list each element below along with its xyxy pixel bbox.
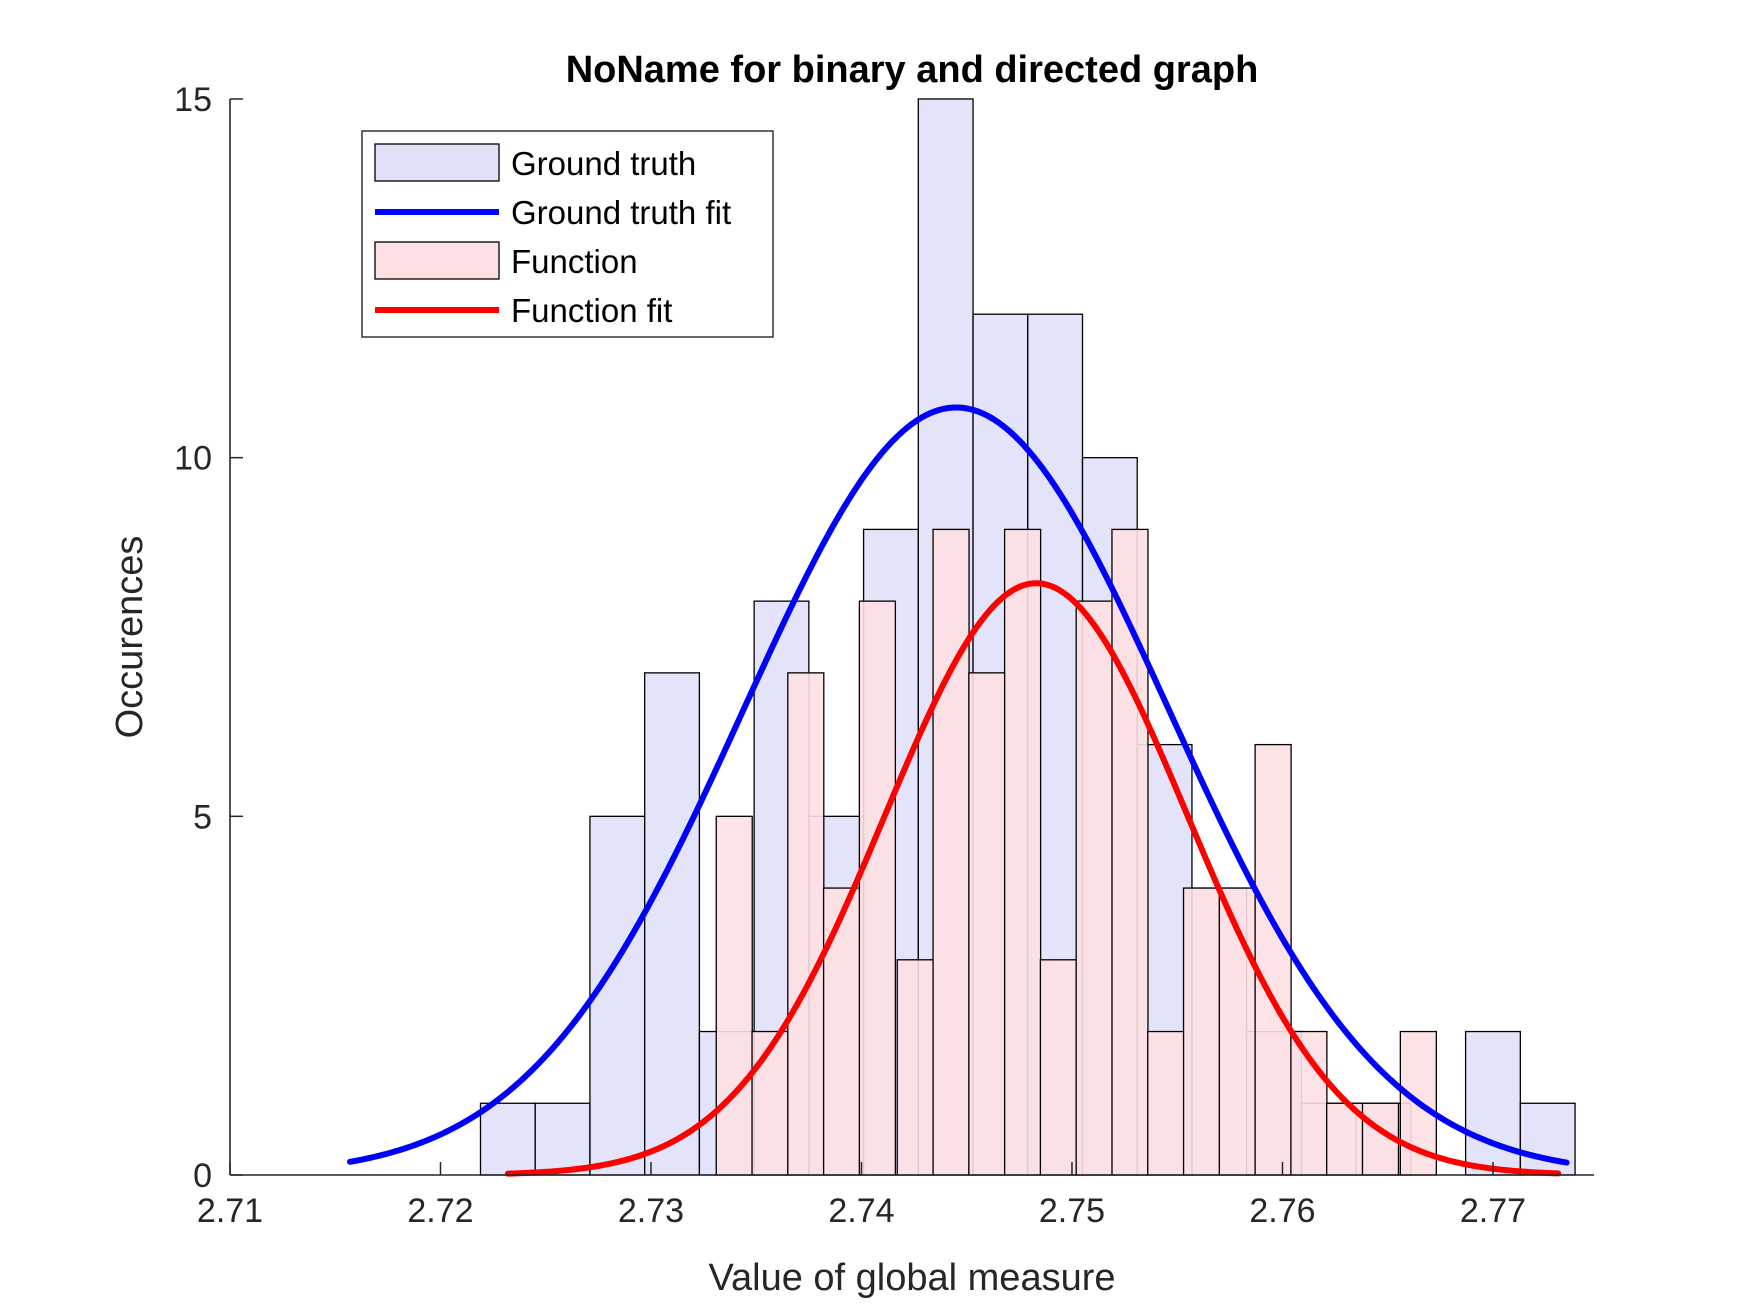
x-axis-label: Value of global measure (709, 1257, 1116, 1299)
function-bar-12 (1111, 528, 1149, 1176)
function-fit-line (504, 580, 1562, 1177)
ground-truth-bar-2 (534, 1102, 591, 1176)
x-tick-label: 2.74 (828, 1192, 894, 1230)
function-bar-13 (1147, 1030, 1185, 1176)
fit-curves (346, 404, 1570, 1177)
function-bar-14 (1182, 887, 1221, 1176)
function-bar-5 (858, 600, 897, 1176)
legend-swatch-function (374, 241, 500, 280)
function-histogram (715, 528, 1437, 1176)
axes: 2.71 2.72 2.73 2.74 2.75 2.76 2.77 0 5 10 15 (174, 81, 1594, 1230)
function-bar-10 (1039, 959, 1078, 1176)
ground-truth-bar-1 (479, 1102, 536, 1176)
function-bar-9 (1003, 528, 1042, 1176)
ground-truth-bar-4 (644, 672, 701, 1176)
legend-label-function: Function (511, 243, 638, 280)
x-tick-label: 2.75 (1039, 1192, 1105, 1230)
function-bar-16 (1254, 743, 1292, 1176)
x-tick-label: 2.72 (407, 1192, 473, 1230)
function-bar-11 (1075, 600, 1113, 1176)
function-bar-2 (751, 1030, 789, 1176)
legend-swatch-ground-truth (374, 143, 500, 182)
y-tick-label: 0 (193, 1157, 212, 1195)
x-tick-label: 2.76 (1249, 1192, 1315, 1230)
legend-label-function-fit: Function fit (511, 292, 672, 329)
ground-truth-bar-19 (1464, 1030, 1521, 1176)
chart-title: NoName for binary and directed graph (566, 49, 1259, 91)
x-tick-label: 2.73 (618, 1192, 684, 1230)
ground-truth-fit-line (346, 404, 1570, 1166)
x-tick-label: 2.77 (1460, 1192, 1526, 1230)
x-tick-label: 2.71 (197, 1192, 263, 1230)
legend: Ground truth Ground truth fit Function Func… (361, 130, 774, 338)
function-bar-1 (715, 815, 753, 1176)
ground-truth-bar-3 (589, 815, 646, 1176)
function-bar-7 (932, 528, 970, 1176)
legend-label-ground-truth: Ground truth (511, 145, 696, 182)
function-bar-8 (968, 672, 1006, 1176)
function-bar-3 (787, 672, 825, 1176)
function-bar-4 (822, 887, 861, 1176)
legend-label-ground-truth-fit: Ground truth fit (511, 194, 731, 231)
y-tick-label: 5 (193, 798, 212, 836)
y-tick-label: 15 (174, 81, 212, 119)
function-bar-6 (896, 959, 934, 1176)
y-tick-label: 10 (174, 440, 212, 478)
y-axis-label: Occurences (109, 536, 151, 739)
